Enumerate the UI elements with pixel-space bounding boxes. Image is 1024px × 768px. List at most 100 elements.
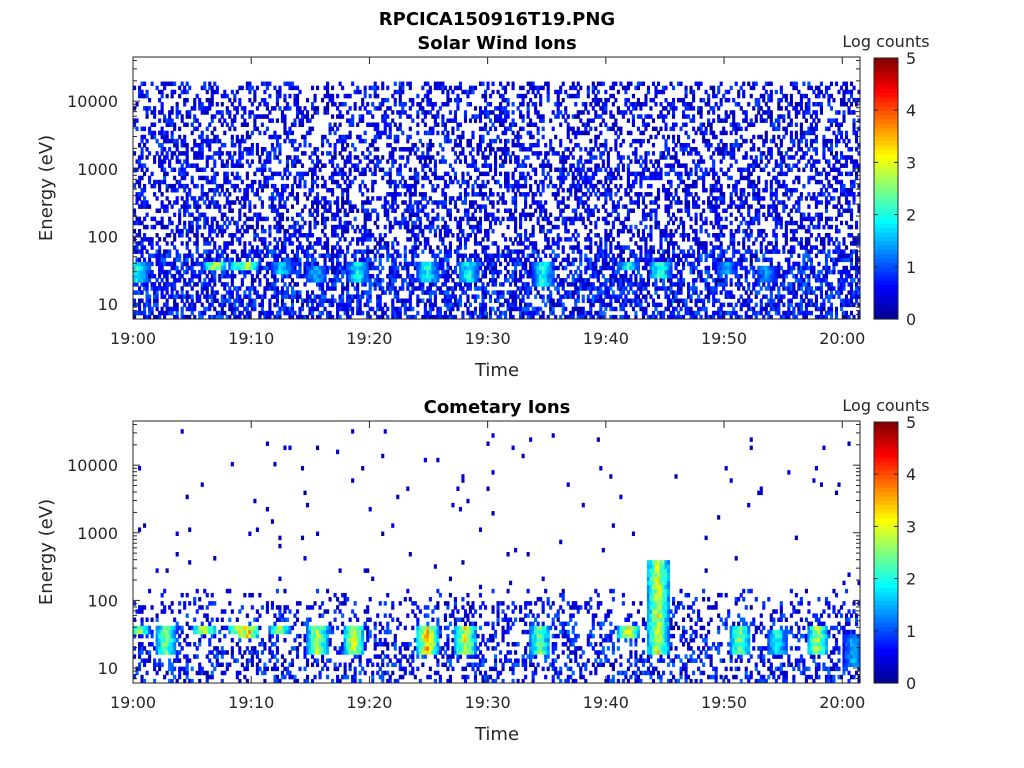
heatmap-cell: [398, 155, 402, 160]
heatmap-cell: [599, 167, 603, 173]
heatmap-cell: [501, 196, 505, 201]
heatmap-cell: [280, 224, 285, 230]
heatmap-cell: [190, 175, 194, 181]
heatmap-cell: [213, 257, 217, 263]
heatmap-cell: [476, 253, 480, 258]
heatmap-cell: [361, 138, 365, 144]
heatmap-cell: [366, 273, 370, 279]
heatmap-cell: [496, 269, 500, 275]
heatmap-cell: [586, 151, 590, 156]
heatmap-cell: [463, 118, 468, 123]
heatmap-cell: [336, 261, 340, 267]
heatmap-cell: [368, 228, 372, 234]
heatmap-cell: [463, 179, 468, 185]
heatmap-cell: [549, 302, 553, 308]
heatmap-cell: [378, 102, 382, 107]
heatmap-cell: [483, 314, 488, 320]
heatmap-cell: [298, 245, 302, 250]
heatmap-cell: [493, 310, 498, 316]
heatmap-cell: [243, 314, 247, 320]
heatmap-cell: [581, 130, 585, 136]
heatmap-cell: [316, 278, 320, 283]
heatmap-cell: [133, 314, 137, 320]
heatmap-cell: [393, 138, 397, 144]
heatmap-cell: [228, 151, 232, 156]
heatmap-cell: [165, 233, 169, 238]
heatmap-cell: [591, 294, 595, 299]
heatmap-cell: [185, 159, 189, 164]
heatmap-cell: [524, 257, 528, 263]
heatmap-cell: [215, 89, 219, 95]
heatmap-cell: [148, 261, 152, 267]
heatmap-cell: [493, 167, 498, 173]
heatmap-cell: [383, 241, 387, 246]
heatmap-cell: [468, 142, 473, 148]
heatmap-cell: [170, 265, 174, 271]
heatmap-cell: [476, 278, 480, 283]
heatmap-cell: [413, 237, 417, 242]
heatmap-cell: [393, 102, 397, 107]
heatmap-cell: [278, 261, 282, 267]
heatmap-cell: [336, 269, 340, 275]
heatmap-cell: [235, 163, 239, 168]
heatmap-cell: [456, 102, 460, 107]
heatmap-cell: [391, 257, 395, 263]
heatmap-cell: [426, 265, 430, 271]
heatmap-cell: [421, 142, 425, 148]
heatmap-cell: [534, 249, 538, 254]
heatmap-cell: [318, 273, 322, 279]
heatmap-cell: [493, 138, 498, 144]
heatmap-cell: [305, 269, 310, 275]
heatmap-cell: [363, 257, 367, 263]
heatmap-cell: [218, 257, 222, 263]
heatmap-cell: [183, 204, 187, 209]
heatmap-cell: [240, 269, 244, 275]
heatmap-cell: [145, 106, 149, 111]
heatmap-cell: [178, 93, 182, 99]
heatmap-cell: [554, 102, 558, 107]
heatmap-cell: [160, 126, 164, 132]
heatmap-cell: [483, 310, 488, 316]
heatmap-cell: [401, 102, 405, 107]
heatmap-cell: [408, 212, 412, 218]
heatmap-cell: [579, 286, 583, 291]
heatmap-cell: [273, 147, 277, 152]
heatmap-cell: [453, 265, 457, 271]
heatmap-cell: [223, 130, 227, 136]
heatmap-cell: [413, 188, 417, 193]
heatmap-cell: [278, 220, 282, 226]
heatmap-cell: [594, 167, 598, 173]
heatmap-cell: [278, 204, 282, 209]
heatmap-cell: [140, 204, 144, 209]
heatmap-cell: [488, 147, 493, 152]
heatmap-cell: [331, 257, 335, 263]
heatmap-cell: [534, 269, 538, 275]
heatmap-cell: [175, 196, 179, 201]
heatmap-cell: [456, 196, 460, 201]
heatmap-cell: [358, 306, 362, 312]
heatmap-cell: [245, 159, 249, 164]
heatmap-cell: [138, 249, 142, 254]
heatmap-cell: [526, 102, 530, 107]
heatmap-cell: [431, 261, 435, 267]
heatmap-cell: [195, 151, 199, 156]
heatmap-cell: [265, 282, 269, 287]
heatmap-cell: [428, 265, 432, 271]
heatmap-cell: [148, 298, 152, 304]
heatmap-cell: [549, 167, 553, 173]
heatmap-cell: [233, 183, 237, 189]
heatmap-cell: [441, 314, 445, 320]
heatmap-cell: [514, 249, 518, 254]
heatmap-cell: [356, 298, 360, 304]
heatmap-cell: [210, 138, 214, 144]
heatmap-cell: [559, 138, 563, 144]
heatmap-cell: [188, 306, 192, 312]
heatmap-cell: [145, 224, 149, 230]
heatmap-cell: [273, 208, 277, 213]
heatmap-cell: [373, 126, 377, 132]
heatmap-cell: [183, 261, 187, 267]
heatmap-cell: [438, 106, 442, 111]
heatmap-cell: [526, 171, 530, 177]
heatmap-cell: [333, 224, 337, 230]
heatmap-cell: [138, 216, 142, 222]
